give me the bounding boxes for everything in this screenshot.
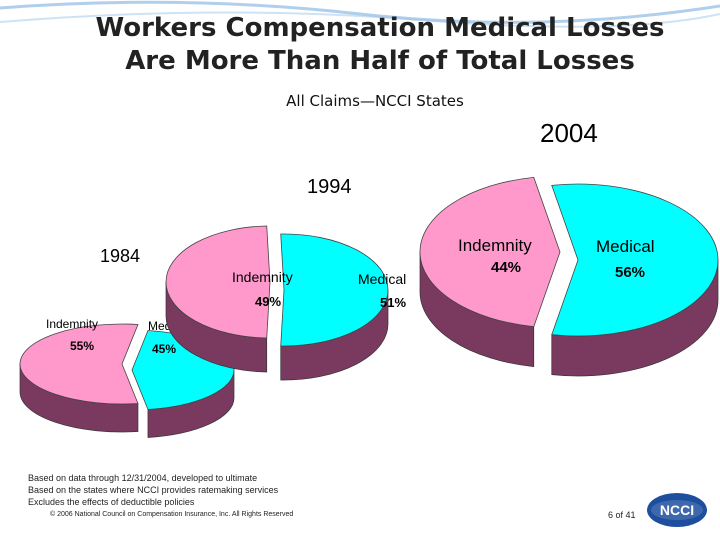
header-swoosh: [0, 0, 720, 28]
slice-indemnity: [419, 176, 561, 328]
footnote-1: Based on data through 12/31/2004, develo…: [28, 473, 258, 483]
slice-indemnity: [165, 225, 271, 339]
slice-value-medical: 56%: [615, 264, 645, 281]
page-number: 6 of 41: [608, 510, 636, 520]
copyright: © 2006 National Council on Compensation …: [50, 511, 294, 518]
slice-indemnity: [19, 323, 139, 405]
slice-value-indemnity: 49%: [255, 294, 281, 309]
slice-label-indemnity: Indemnity: [458, 236, 532, 255]
ncci-logo: NCCI: [647, 493, 707, 527]
slice-label-medical: Medical: [596, 237, 655, 256]
footnote-2: Based on the states where NCCI provides …: [28, 485, 279, 495]
slice-value-indemnity: 44%: [491, 259, 521, 276]
slice-medical: [280, 233, 389, 347]
chart-title-1984: 1984: [100, 246, 141, 266]
slice-value-medical: 45%: [152, 342, 176, 356]
footnote-3: Excludes the effects of deductible polic…: [28, 497, 195, 507]
chart-title-2004: 2004: [540, 118, 598, 148]
slice-value-medical: 51%: [380, 295, 406, 310]
slice-value-indemnity: 55%: [70, 339, 94, 353]
slice-label-indemnity: Indemnity: [232, 269, 293, 285]
chart-title-1994: 1994: [307, 176, 352, 198]
slice-label-medical: Medical: [358, 271, 406, 287]
title-line-1: Workers Compensation Medical Losses: [95, 13, 665, 43]
pie-chart-1994: Indemnity 49% Medical 51%: [165, 225, 406, 381]
pie-chart-2004: Indemnity 44% Medical 56%: [419, 176, 719, 377]
slide-subtitle: All Claims—NCCI States: [286, 92, 464, 110]
slice-medical: [551, 183, 719, 337]
ncci-logo-text: NCCI: [660, 502, 694, 518]
title-line-2: Are More Than Half of Total Losses: [125, 46, 635, 76]
slice-label-indemnity: Indemnity: [46, 317, 98, 331]
slide-title: Workers Compensation Medical Losses Are …: [40, 12, 720, 78]
